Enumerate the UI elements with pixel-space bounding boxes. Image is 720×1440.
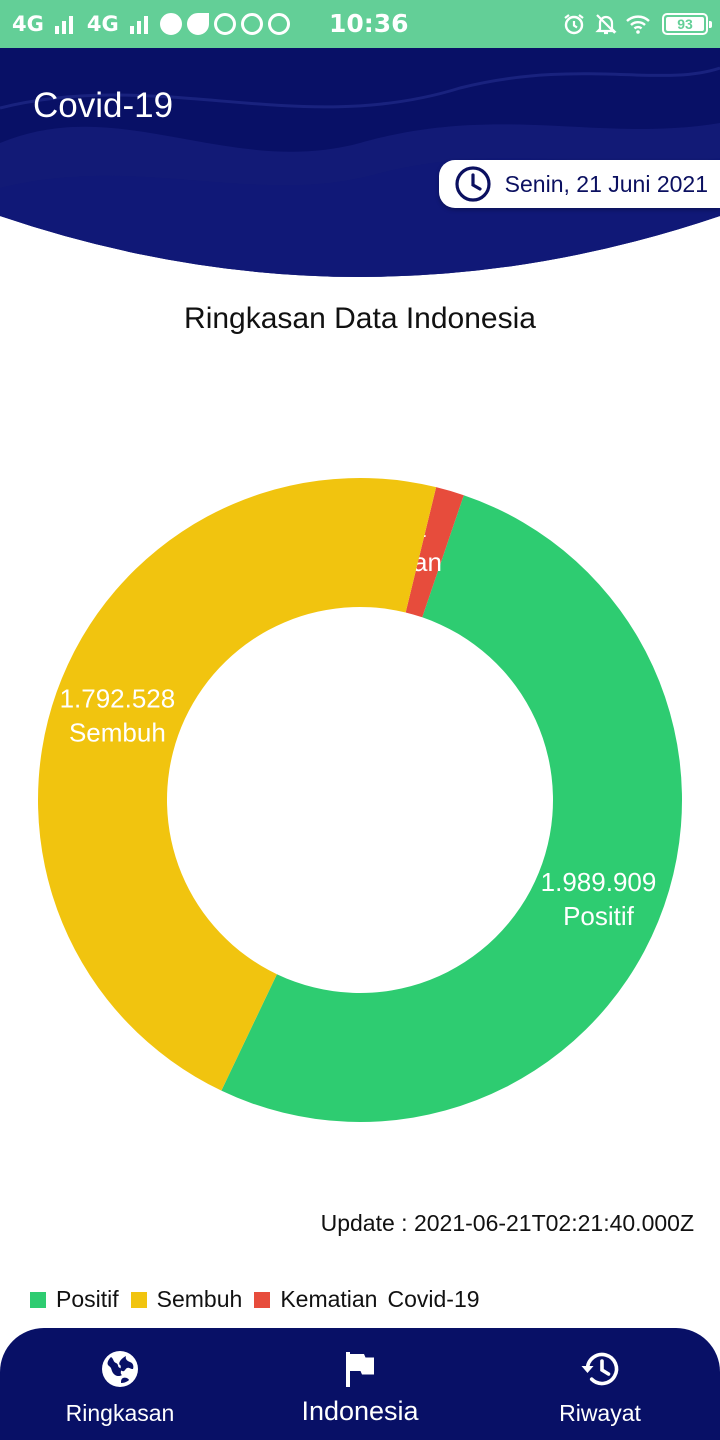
legend-swatch-positif <box>30 1291 46 1308</box>
donut-slice-kematian[interactable] <box>405 487 464 618</box>
nav-item-indonesia[interactable]: Indonesia <box>240 1328 480 1440</box>
wifi-icon <box>626 15 650 34</box>
network-type-2: 4G <box>86 12 119 36</box>
slice-value-sembuh: 1.792.528 <box>60 684 176 714</box>
legend-label-positif: Positif <box>56 1286 119 1312</box>
update-timestamp: Update : 2021-06-21T02:21:40.000Z <box>320 1210 694 1236</box>
app-notification-icon <box>159 13 182 35</box>
alarm-icon <box>564 14 584 35</box>
nav-label-ringkasan: Ringkasan <box>65 1400 175 1426</box>
globe-icon <box>102 1351 138 1387</box>
chart-legend: Positif Sembuh Kematian Covid-19 <box>30 1286 480 1313</box>
nav-label-indonesia: Indonesia <box>301 1396 419 1426</box>
app-title: Covid-19 <box>33 86 174 125</box>
battery-level: 93 <box>677 16 693 32</box>
bottom-navigation: Ringkasan Indonesia Riwayat <box>0 1328 720 1440</box>
legend-item-kematian: Kematian <box>254 1286 377 1313</box>
date-label: Senin, 21 Juni 2021 <box>504 170 708 197</box>
tiktok-icon <box>213 13 236 35</box>
status-time: 10:36 <box>329 9 409 38</box>
notifications-off-icon <box>595 14 617 35</box>
slice-value-positif: 1.989.909 <box>541 867 657 897</box>
donut-slice-positif[interactable] <box>221 495 683 1122</box>
leaf-icon <box>186 13 209 35</box>
messenger-icon <box>267 13 290 35</box>
signal-icon <box>129 14 148 34</box>
status-left: 4G 4G <box>12 0 290 48</box>
slice-label-sembuh: Sembuh <box>69 718 166 748</box>
donut-chart: 1.989.909Positif54.662Kematian1.792.528S… <box>38 477 683 1122</box>
whatsapp-icon <box>240 13 263 35</box>
legend-label-kematian: Kematian <box>280 1286 378 1312</box>
date-chip: Senin, 21 Juni 2021 <box>438 160 720 208</box>
app-header: Covid-19 Senin, 21 Juni 2021 <box>0 48 720 280</box>
nav-item-ringkasan[interactable]: Ringkasan <box>0 1328 240 1440</box>
slice-label-positif: Positif <box>563 901 635 931</box>
signal-icon <box>54 14 73 34</box>
status-bar: 4G 4G 10:36 93 <box>0 0 720 48</box>
legend-item-positif: Positif <box>30 1286 119 1313</box>
legend-label-sembuh: Sembuh <box>156 1286 243 1312</box>
donut-slice-sembuh[interactable] <box>38 477 437 1091</box>
legend-swatch-sembuh <box>130 1291 147 1308</box>
battery-icon: 93 <box>662 13 712 35</box>
nav-label-riwayat: Riwayat <box>559 1400 641 1426</box>
notification-icons <box>159 13 290 35</box>
legend-caption: Covid-19 <box>387 1286 480 1312</box>
legend-item-sembuh: Sembuh <box>130 1286 243 1313</box>
history-icon <box>581 1352 619 1386</box>
status-right: 93 <box>562 0 712 48</box>
nav-item-riwayat[interactable]: Riwayat <box>480 1328 720 1440</box>
section-title: Ringkasan Data Indonesia <box>184 302 536 335</box>
network-type-1: 4G <box>12 12 44 36</box>
clock-icon <box>455 166 491 202</box>
legend-swatch-kematian <box>254 1291 271 1308</box>
flag-icon <box>346 1352 374 1387</box>
